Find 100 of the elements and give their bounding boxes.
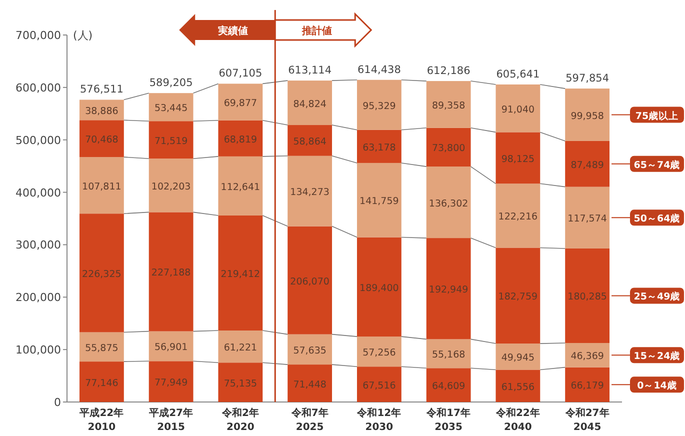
y-tick-label: 100,000 <box>16 344 61 357</box>
x-tick-label: 令和17年 2035 <box>426 407 471 433</box>
bar <box>496 184 540 248</box>
bar <box>148 361 194 402</box>
x-tick-label: 平成22年 2010 <box>78 407 124 433</box>
bar <box>218 215 263 331</box>
x-tick-label: 令和22年 2040 <box>494 407 540 433</box>
bar <box>565 342 610 368</box>
annotation: 実績値 <box>217 25 248 37</box>
bar <box>496 248 540 344</box>
bar <box>565 140 610 187</box>
bar <box>496 84 540 132</box>
bar <box>565 367 610 402</box>
data-label: 55,875 <box>85 342 118 354</box>
data-label: 77,949 <box>154 378 188 389</box>
data-label: 141,759 <box>360 196 399 208</box>
data-label: 71,519 <box>154 136 188 147</box>
bar <box>218 120 263 156</box>
total-label: 589,205 <box>149 77 193 90</box>
bar <box>79 362 124 402</box>
bar <box>565 186 610 248</box>
data-label: 68,819 <box>224 134 258 146</box>
x-tick-label: 令和2年 2020 <box>220 407 259 433</box>
data-label: 57,256 <box>362 348 396 359</box>
y-tick-label: 400,000 <box>16 186 61 200</box>
data-label: 56,901 <box>154 342 188 354</box>
data-label: 57,635 <box>293 345 326 356</box>
bar <box>356 80 402 130</box>
data-label: 58,864 <box>293 136 326 148</box>
data-label: 53,445 <box>154 103 188 114</box>
bar <box>288 125 332 156</box>
x-tick-label: 令和27年 2045 <box>564 407 610 433</box>
bar <box>79 120 124 158</box>
data-label: 192,949 <box>428 284 468 296</box>
x-tick-label: 令和12年 2030 <box>356 407 402 433</box>
bar <box>496 344 540 370</box>
bar <box>288 334 332 365</box>
data-label: 95,329 <box>362 100 396 112</box>
data-label: 87,489 <box>570 160 604 171</box>
bar <box>288 226 332 334</box>
data-label: 38,886 <box>85 106 118 117</box>
data-label: 84,824 <box>293 98 326 110</box>
data-label: 61,221 <box>224 342 258 354</box>
data-label: 180,285 <box>568 292 607 303</box>
bar <box>79 214 124 332</box>
total-label: 576,511 <box>80 84 124 96</box>
data-label: 49,945 <box>501 352 535 364</box>
bar <box>288 80 332 126</box>
data-label: 69,877 <box>224 98 258 110</box>
total-label: 613,114 <box>288 64 332 77</box>
x-tick-label: 令和7年 2025 <box>290 407 328 433</box>
data-label: 89,358 <box>432 100 466 112</box>
bar <box>218 156 263 216</box>
data-label: 75,135 <box>224 378 258 390</box>
y-axis-title: (人) <box>73 29 93 42</box>
data-label: 102,203 <box>151 181 191 192</box>
bar <box>148 121 194 159</box>
bar <box>218 330 263 363</box>
data-label: 66,179 <box>570 380 604 392</box>
bar <box>356 130 402 163</box>
data-label: 91,040 <box>501 104 535 116</box>
y-tick-label: 600,000 <box>16 81 61 94</box>
data-label: 112,641 <box>220 182 260 193</box>
data-label: 71,448 <box>293 379 326 390</box>
data-label: 226,325 <box>82 268 122 280</box>
y-tick-label: 500,000 <box>16 134 61 147</box>
bar <box>496 132 540 184</box>
data-label: 122,216 <box>498 212 538 223</box>
total-label: 605,641 <box>496 68 540 80</box>
bar <box>565 248 610 343</box>
bar <box>148 158 194 212</box>
total-label: 614,438 <box>357 64 401 76</box>
data-label: 55,168 <box>432 350 466 361</box>
data-label: 98,125 <box>501 154 535 165</box>
data-label: 136,302 <box>428 198 468 210</box>
data-label: 117,574 <box>568 214 607 225</box>
bar <box>148 212 194 332</box>
bar <box>426 238 471 340</box>
bar <box>356 336 402 367</box>
data-label: 61,556 <box>501 382 535 393</box>
data-label: 64,609 <box>432 381 466 392</box>
data-label: 182,759 <box>498 292 538 303</box>
bar <box>426 128 471 167</box>
bar <box>79 332 124 362</box>
x-tick-label: 平成27年 2015 <box>148 407 194 433</box>
data-label: 67,516 <box>362 380 396 392</box>
data-label: 189,400 <box>360 282 399 294</box>
bar <box>79 157 124 214</box>
y-tick-label: 200,000 <box>16 291 61 304</box>
total-label: 597,854 <box>566 72 610 85</box>
data-label: 70,468 <box>85 134 118 146</box>
data-label: 206,070 <box>290 276 330 288</box>
bar <box>356 237 402 337</box>
bar <box>218 362 263 402</box>
bar <box>426 166 471 238</box>
data-label: 134,273 <box>290 187 330 198</box>
bar <box>356 366 402 402</box>
annotation: 推計値 <box>301 25 332 37</box>
data-label: 227,188 <box>151 268 191 279</box>
total-label: 607,105 <box>218 68 262 80</box>
